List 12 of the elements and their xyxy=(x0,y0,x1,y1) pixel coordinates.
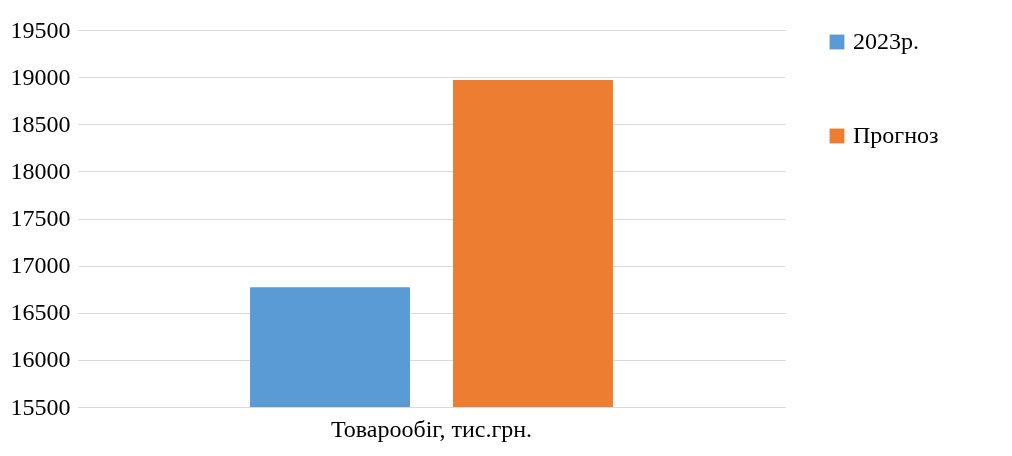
y-tick-label: 16000 xyxy=(10,346,71,373)
legend-label: 2023р. xyxy=(853,28,919,54)
x-tick-label: Товарообіг, тис.грн. xyxy=(330,415,533,442)
y-tick-label: 15500 xyxy=(10,393,71,420)
y-tick-label: 17500 xyxy=(10,205,71,231)
legend-label: Прогноз xyxy=(853,122,939,148)
y-tick-label: 18000 xyxy=(10,157,71,184)
y-tick-label: 19000 xyxy=(10,63,71,90)
y-tick-label: 19500 xyxy=(10,16,71,43)
y-tick-label: 18500 xyxy=(10,110,71,137)
y-tick-label: 16500 xyxy=(10,299,71,326)
y-tick-label: 17000 xyxy=(10,252,71,279)
